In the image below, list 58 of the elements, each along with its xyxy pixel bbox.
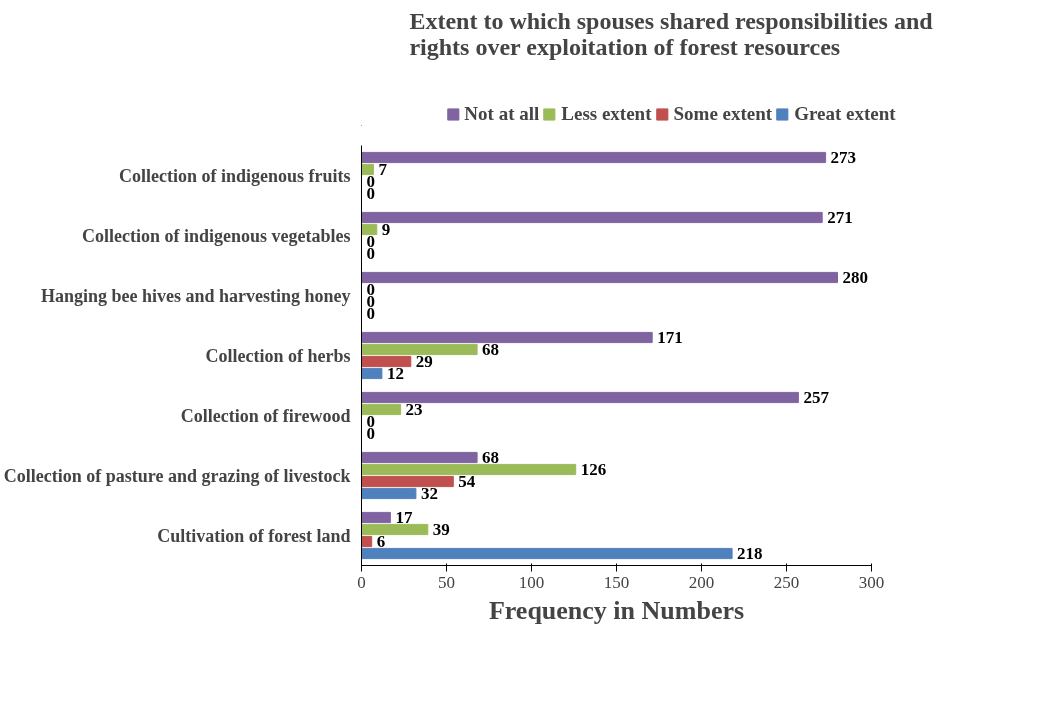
bar <box>361 367 383 380</box>
data-label: 126 <box>580 460 607 479</box>
data-label: 257 <box>803 388 830 407</box>
bar <box>361 211 823 224</box>
data-label: 23 <box>405 400 423 419</box>
bar <box>361 463 577 476</box>
bar <box>361 451 478 464</box>
data-label: 273 <box>830 148 857 167</box>
bar <box>361 547 733 560</box>
x-tick-label: 0 <box>357 572 366 592</box>
data-label: 39 <box>432 520 450 539</box>
bar <box>361 151 827 164</box>
data-label: 280 <box>842 268 868 287</box>
bar <box>361 511 391 524</box>
bar <box>361 403 402 416</box>
bar <box>361 475 454 488</box>
data-label: 68 <box>482 340 500 359</box>
bar <box>361 535 373 548</box>
data-label: 12 <box>386 364 404 383</box>
bar <box>361 391 799 404</box>
bar <box>361 487 417 500</box>
bar <box>361 343 478 356</box>
x-axis-title: Frequency in Numbers <box>488 595 745 625</box>
x-tick-label: 100 <box>518 572 545 592</box>
bar <box>361 355 412 368</box>
x-tick-label: 200 <box>688 572 715 592</box>
bar <box>361 331 653 344</box>
bar <box>361 163 374 176</box>
x-tick-label: 150 <box>603 572 630 592</box>
y-tick-label: Collection of indigenous vegetables <box>82 225 351 246</box>
data-label: 218 <box>737 544 763 563</box>
bar <box>361 271 838 284</box>
data-label: 17 <box>395 508 413 527</box>
data-label: 9 <box>381 220 391 239</box>
data-label: 6 <box>376 532 386 551</box>
y-tick-label: Collection of herbs <box>205 345 351 366</box>
x-tick-label: 300 <box>858 572 885 592</box>
chart-title: Extent to which spouses shared responsibilities and rights over exploitation of forest resources <box>409 7 934 60</box>
data-label: 7 <box>378 160 388 179</box>
y-tick-label: Collection of firewood <box>180 405 351 426</box>
y-tick-label: Hanging bee hives and harvesting honey <box>40 285 351 306</box>
y-tick-label: Cultivation of forest land <box>157 525 351 546</box>
bar <box>361 523 429 536</box>
data-label: 68 <box>482 448 500 467</box>
legend-label: Not at all <box>464 103 540 125</box>
data-label: 29 <box>415 352 433 371</box>
y-tick-label: Collection of indigenous fruits <box>118 165 351 186</box>
data-label: 171 <box>657 328 683 347</box>
data-label: 271 <box>827 208 853 227</box>
x-tick-label: 50 <box>438 572 455 592</box>
legend-label: Some extent <box>673 103 773 125</box>
data-label: 32 <box>420 484 438 503</box>
legend-label: Less extent <box>561 103 652 125</box>
legend-label: Great extent <box>794 103 896 125</box>
y-tick-label: Collection of pasture and grazing of livestock <box>3 465 351 486</box>
bar <box>361 223 378 236</box>
data-label: 54 <box>458 472 476 491</box>
x-tick-label: 250 <box>773 572 800 592</box>
